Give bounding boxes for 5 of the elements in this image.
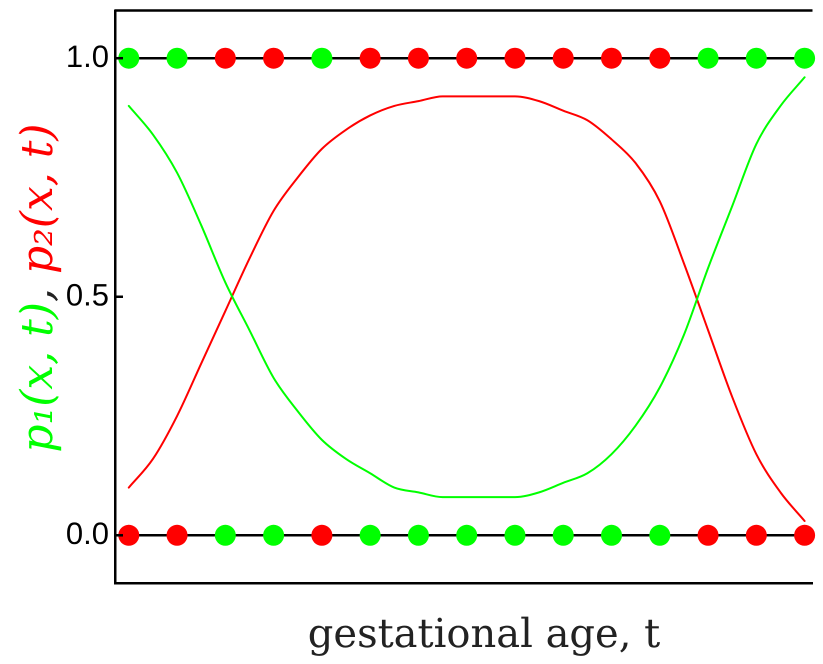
- y-tick-label: 0.0: [66, 516, 109, 551]
- y-axis-title: p₁(x, t), p₂(x, t): [12, 123, 63, 453]
- x-axis-title: gestational age, t: [308, 611, 660, 657]
- y-tick-label: 1.0: [66, 38, 109, 74]
- y-tick-label: 0.5: [66, 277, 109, 312]
